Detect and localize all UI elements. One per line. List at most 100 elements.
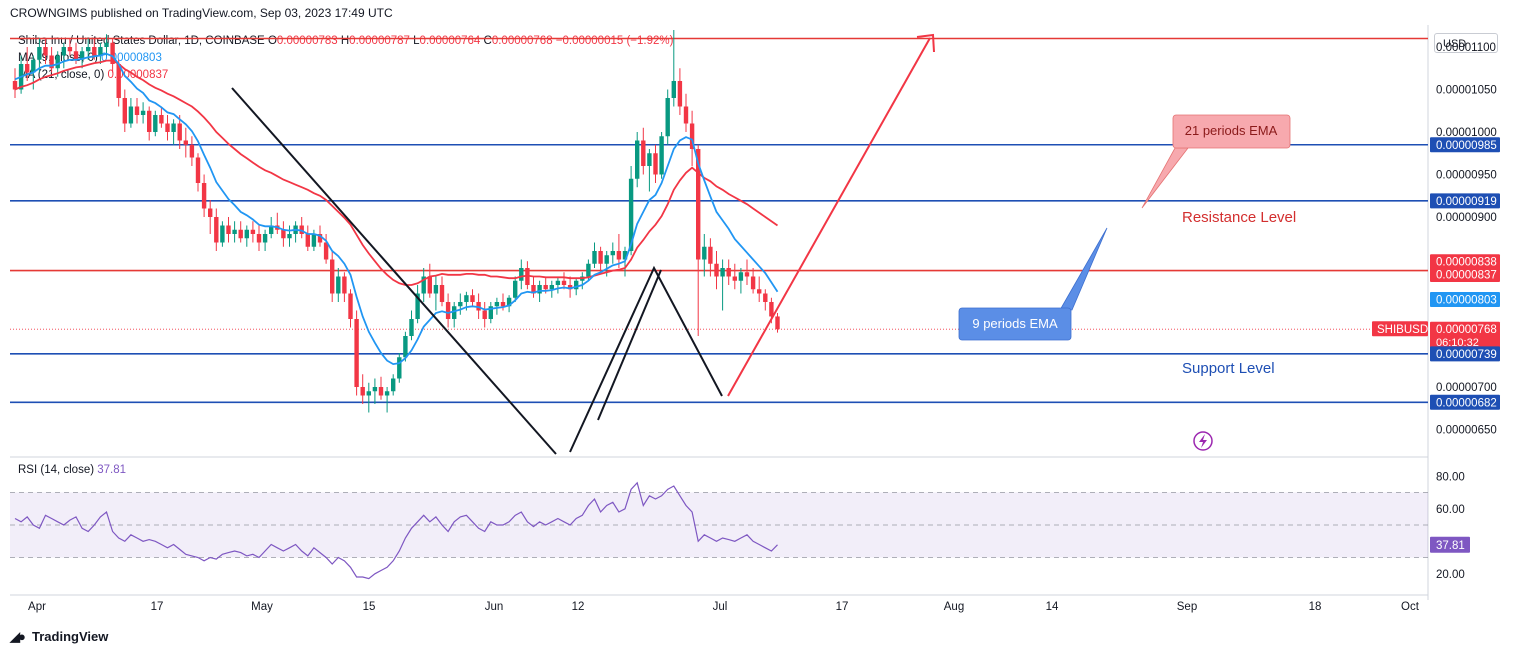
candle-body xyxy=(567,285,573,290)
price-label-text: 0.00000919 xyxy=(1436,196,1497,208)
candle-body xyxy=(775,316,780,330)
time-tick-label: Jul xyxy=(713,601,728,613)
price-label-1: 0.00000919 xyxy=(1430,193,1500,209)
rsi-pane xyxy=(10,481,1428,580)
candle-body xyxy=(92,47,97,56)
price-tick-label: 0.00000950 xyxy=(1436,170,1497,182)
candle-body xyxy=(171,123,176,132)
candle-body xyxy=(616,251,622,260)
price-label-box xyxy=(1430,394,1500,410)
candle-body xyxy=(336,276,341,294)
rsi-band xyxy=(10,492,1428,558)
candle-body xyxy=(464,295,469,302)
ema21-line xyxy=(14,59,779,286)
price-label-2: 0.00000838 xyxy=(1430,254,1500,270)
candle-body xyxy=(256,234,262,243)
candle-body xyxy=(311,234,317,247)
lightning-icon-ring xyxy=(1193,431,1213,451)
candle-body xyxy=(348,293,353,319)
candle-body xyxy=(696,149,701,260)
candle-body xyxy=(86,47,91,52)
candle-body xyxy=(110,42,115,64)
candle-body xyxy=(287,234,292,239)
candle-body xyxy=(98,47,103,56)
candle-body xyxy=(604,255,609,264)
candle-body xyxy=(67,47,73,52)
rsi-legend[interactable]: RSI (14, close) 37.81 xyxy=(18,464,126,476)
candle-body xyxy=(378,387,384,396)
candle-body xyxy=(421,276,426,294)
price-label-box xyxy=(1430,254,1500,270)
candle-body xyxy=(366,391,371,396)
ema9-line xyxy=(14,52,779,366)
candle-body xyxy=(598,251,603,264)
rsi-value: 37.81 xyxy=(97,464,127,476)
currency-button[interactable]: USD xyxy=(1434,33,1498,53)
candle-body xyxy=(330,259,335,294)
ema21-callout-box xyxy=(1172,114,1291,149)
candle-body xyxy=(104,42,109,47)
time-tick-label: Jun xyxy=(485,601,504,613)
candle-body xyxy=(122,98,127,124)
candle-body xyxy=(647,153,652,166)
candle-body xyxy=(189,144,195,158)
candle-body xyxy=(220,225,225,243)
candle-body xyxy=(208,208,213,217)
candle-body xyxy=(519,268,524,281)
candle-body xyxy=(750,276,756,290)
candle-body xyxy=(214,217,219,243)
tradingview-logo[interactable]: ◢● TradingView xyxy=(10,629,108,645)
candle-body xyxy=(415,293,420,319)
price-label-box xyxy=(1430,267,1500,283)
candle-body xyxy=(201,183,207,209)
candle-body xyxy=(281,229,286,239)
candle-body xyxy=(409,319,414,336)
price-label-text: 0.00000739 xyxy=(1436,349,1497,361)
candle-body xyxy=(744,272,750,277)
candle-body xyxy=(195,157,201,183)
candle-body xyxy=(738,272,744,281)
time-axis[interactable]: Apr 17 May 15 Jun 12 Jul 17 Aug 14 Sep 18 Oct xyxy=(28,601,1420,613)
candle-body xyxy=(689,123,695,149)
time-tick-label: Apr xyxy=(28,601,46,613)
candle-body xyxy=(531,285,536,294)
time-tick-label: Sep xyxy=(1177,601,1197,613)
candle-body xyxy=(549,285,554,290)
candle-body xyxy=(592,251,597,264)
candle-body xyxy=(140,110,146,115)
price-label-text: 0.00000803 xyxy=(1436,294,1497,306)
countdown-text: 06:10:32 xyxy=(1436,337,1479,349)
price-label-3: 0.00000837 xyxy=(1430,267,1500,283)
candle-body xyxy=(433,285,439,294)
time-tick-label: Aug xyxy=(944,601,964,613)
candle-body xyxy=(61,47,66,56)
candle-body xyxy=(458,302,463,307)
candle-body xyxy=(183,140,188,145)
price-axis[interactable]: 0.00000650 0.00000700 0.00000900 0.00000950… xyxy=(1372,42,1500,581)
time-tick-label: May xyxy=(251,601,273,613)
price-tick-label: 0.00000650 xyxy=(1436,425,1497,437)
candle-body xyxy=(79,51,85,60)
candle-body xyxy=(128,106,134,124)
rsi-tick-label: 20.00 xyxy=(1436,569,1465,581)
downtrend-line xyxy=(231,87,557,455)
candle-body xyxy=(372,387,378,392)
price-label-text: 0.00000837 xyxy=(1436,270,1497,282)
candle-body xyxy=(250,229,256,234)
candle-body xyxy=(763,293,768,302)
candle-body xyxy=(677,81,683,107)
candle-body xyxy=(635,140,640,179)
ohlc-l-label: L xyxy=(413,35,420,47)
symbol-tag-text: SHIBUSD xyxy=(1377,324,1428,336)
price-label-box xyxy=(1430,193,1500,209)
candle-body xyxy=(427,276,432,294)
candle-body xyxy=(561,280,567,285)
price-label-0: 0.00000985 xyxy=(1430,137,1500,153)
price-label-box xyxy=(1430,346,1500,362)
candle-body xyxy=(262,234,268,243)
candle-body xyxy=(43,47,48,56)
tv-logo-text: TradingView xyxy=(32,629,109,644)
last-price-symbol-tag: SHIBUSD xyxy=(1372,321,1428,337)
